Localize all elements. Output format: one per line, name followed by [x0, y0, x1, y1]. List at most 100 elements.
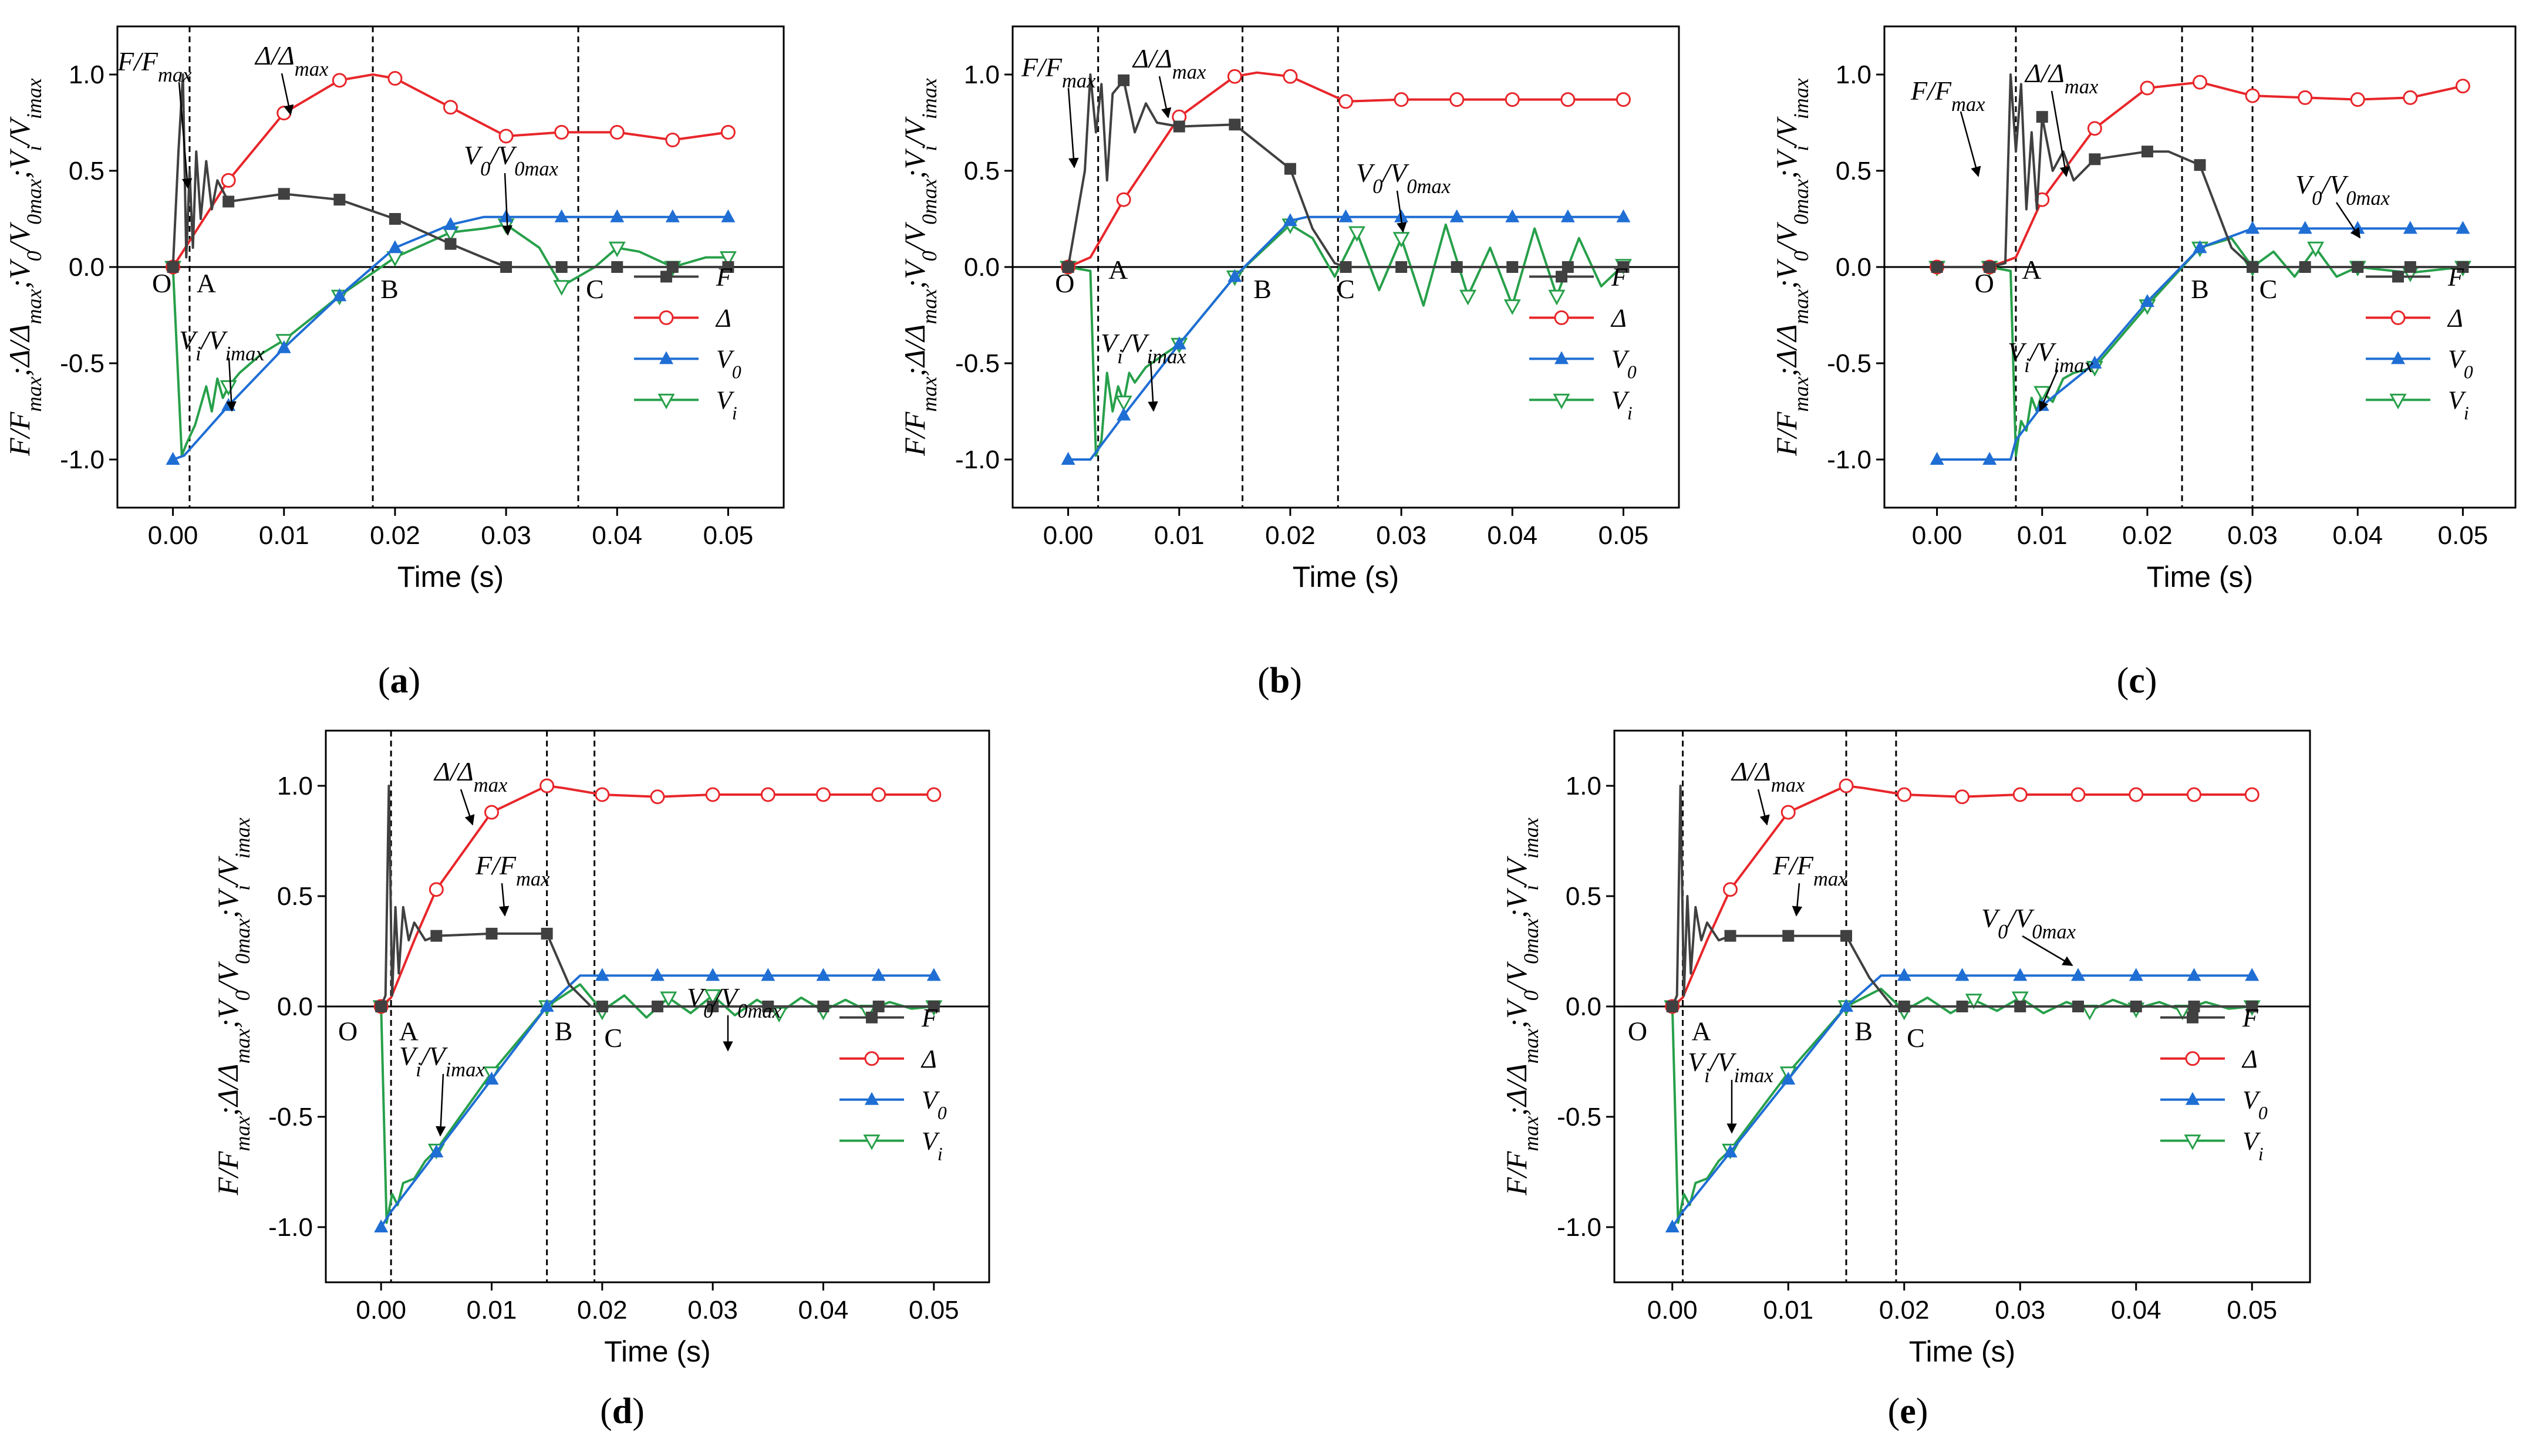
panel-b: 0.00 0.01 0.02 0.03 0.04 0.05 -1.0 -0.5 0.0 0.5 1.…: [898, 25, 1680, 701]
x-axis-label: Time (s): [397, 560, 504, 593]
legend-marker: [2184, 1134, 2201, 1150]
legend-marker: [2186, 1092, 2200, 1105]
panel-label: (c): [2117, 661, 2157, 701]
marker-delta: [2403, 90, 2418, 105]
marker-f: [872, 1001, 885, 1012]
x-tick-label: 0.03: [481, 521, 531, 550]
legend-label: F: [2447, 262, 2464, 291]
marker-f: [2194, 159, 2206, 171]
marker-f: [1782, 930, 1795, 942]
marker-v0: [650, 968, 665, 981]
marker-f: [2404, 261, 2416, 273]
legend-label: Vi: [716, 386, 737, 423]
y-tick-label: 0.5: [1836, 157, 1871, 185]
marker-v0: [429, 1144, 444, 1158]
marker-v0: [871, 968, 886, 981]
y-tick-label: -1.0: [60, 445, 104, 474]
marker-f: [2188, 1001, 2200, 1012]
annotation-label: Δ/Δmax: [1731, 756, 1805, 796]
marker-v0: [1665, 1219, 1680, 1232]
point-label: A: [1692, 1016, 1711, 1046]
x-tick-label: 0.02: [577, 1296, 628, 1325]
marker-f: [555, 261, 568, 273]
marker-v0: [2245, 221, 2260, 234]
marker-delta: [443, 100, 458, 115]
marker-delta: [1449, 92, 1465, 107]
marker-v0: [2071, 968, 2085, 981]
series-line-f: [1067, 73, 1624, 268]
x-tick-label: 0.05: [2227, 1296, 2277, 1325]
marker-v0: [1449, 209, 1464, 222]
marker-vi: [2033, 386, 2051, 402]
x-axis-label: Time (s): [1909, 1335, 2015, 1368]
annotation-label: F/Fmax: [1021, 52, 1096, 92]
marker-v0: [1982, 452, 1997, 465]
annotation-label: V0/V0max: [464, 140, 559, 180]
marker-v0: [276, 340, 291, 353]
legend-marker: [659, 310, 674, 325]
annotation-arrow: [1067, 87, 1079, 168]
point-label: B: [555, 1016, 573, 1046]
series-line-f: [380, 785, 934, 1008]
marker-delta: [498, 129, 514, 144]
annotation-label: V0/V0max: [2295, 170, 2390, 210]
marker-f: [1931, 261, 1943, 273]
marker-vi: [1503, 299, 1521, 315]
marker-v0: [1897, 968, 1911, 981]
panel-d: 0.00 0.01 0.02 0.03 0.04 0.05 -1.0 -0.5 0.0 0.5 1.…: [211, 729, 990, 1431]
y-axis-label: F/Fmax;Δ/Δmax;V0/V0max;Vi/Vimax: [1770, 78, 1813, 457]
panel-c: 0.00 0.01 0.02 0.03 0.04 0.05 -1.0 -0.5 0.0 0.5 1.…: [1770, 25, 2517, 701]
legend-marker: [2389, 393, 2407, 410]
marker-f: [2247, 261, 2259, 273]
series-line-f: [1671, 785, 2252, 1008]
x-tick-label: 0.05: [703, 521, 754, 550]
marker-v0: [539, 999, 554, 1012]
panel-label: (a): [378, 661, 420, 701]
y-tick-label: 0.5: [69, 157, 104, 185]
marker-vi: [553, 280, 571, 296]
x-tick-label: 0.01: [1154, 521, 1205, 550]
marker-delta: [2350, 92, 2365, 107]
marker-vi: [1548, 289, 1566, 306]
legend-marker: [657, 393, 675, 410]
marker-v0: [2456, 221, 2470, 234]
legend-marker: [660, 271, 672, 283]
marker-f: [1956, 1001, 1968, 1012]
marker-f: [1451, 261, 1463, 273]
annotation-label: Vi/Vimax: [2008, 337, 2093, 377]
x-tick-label: 0.05: [1599, 521, 1649, 550]
marker-v0: [610, 209, 625, 222]
legend-marker: [2390, 310, 2406, 325]
marker-delta: [871, 787, 886, 802]
marker-vi: [660, 991, 677, 1008]
marker-f: [485, 927, 498, 940]
y-tick-label: 0.0: [69, 253, 104, 282]
marker-v0: [2403, 221, 2417, 234]
legend-label: Δ: [1610, 303, 1627, 332]
series-line-vi: [1068, 223, 1624, 457]
marker-v0: [761, 968, 775, 981]
marker-delta: [665, 133, 680, 148]
x-axis-label: Time (s): [1293, 560, 1399, 593]
marker-delta: [926, 787, 942, 802]
marker-delta: [2087, 121, 2102, 136]
marker-delta: [2140, 80, 2155, 96]
x-tick-label: 0.04: [2111, 1296, 2161, 1325]
point-label: O: [1055, 268, 1074, 298]
marker-v0: [2088, 356, 2102, 369]
marker-delta: [2245, 88, 2260, 103]
marker-delta: [2070, 787, 2086, 802]
annotation-arrow: [460, 789, 475, 826]
marker-delta: [650, 789, 665, 805]
marker-vi: [1348, 226, 1365, 242]
marker-f: [596, 1001, 608, 1012]
point-label: C: [1337, 274, 1355, 304]
y-tick-label: -0.5: [1827, 349, 1871, 378]
panel-label: (b): [1257, 661, 1302, 701]
annotation-arrow: [2335, 202, 2361, 239]
y-tick-label: 1.0: [69, 60, 104, 89]
legend-label: F: [716, 262, 733, 291]
legend-label: F: [921, 1004, 938, 1032]
x-tick-label: 0.01: [2017, 521, 2068, 550]
marker-f: [1840, 930, 1852, 942]
